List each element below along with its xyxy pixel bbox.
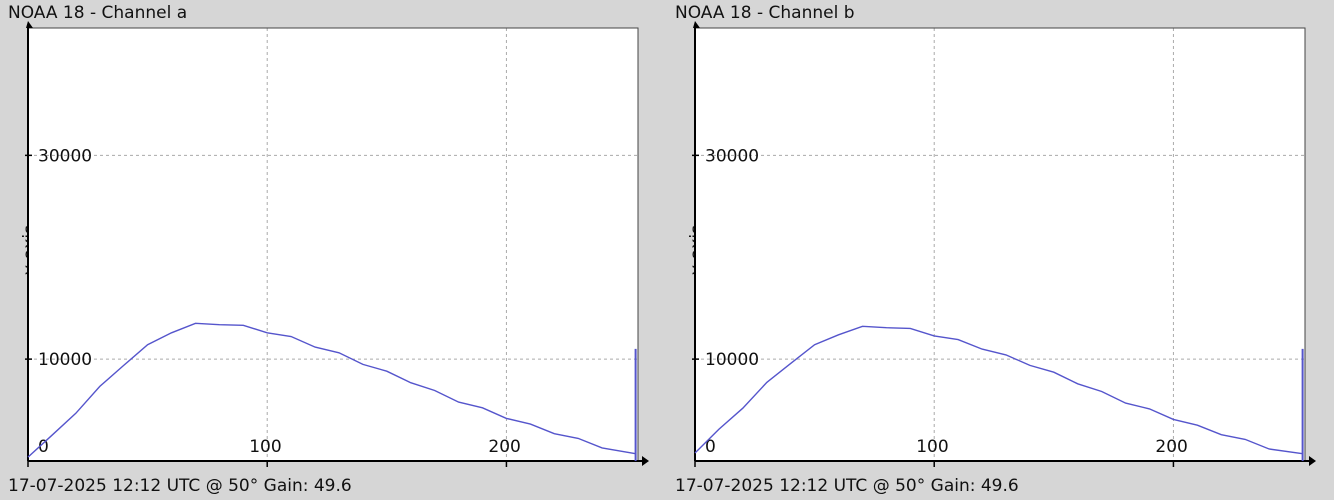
chart-title: NOAA 18 - Channel a	[8, 3, 188, 23]
chart-footer: 17-07-2025 12:12 UTC @ 50° Gain: 49.6	[675, 476, 1019, 496]
x-tick-label: 0	[705, 437, 716, 457]
x-axis-arrow	[642, 456, 649, 466]
plot-area	[28, 28, 638, 461]
y-tick-label: 10000	[705, 350, 759, 370]
chart-plot: 0 100 200 10000 30000	[25, 21, 649, 467]
x-tick-label: 200	[488, 437, 520, 457]
x-tick-label: 0	[38, 437, 49, 457]
y-tick-label: 30000	[705, 146, 759, 166]
x-axis-arrow	[1309, 456, 1316, 466]
plot-area	[695, 28, 1305, 461]
chart-title: NOAA 18 - Channel b	[675, 3, 855, 23]
x-tick-label: 200	[1155, 437, 1187, 457]
chart-plot: 0 100 200 10000 30000	[692, 21, 1316, 467]
series-line	[27, 322, 636, 458]
series-line	[694, 325, 1303, 455]
chart-panel-channel-b: NOAA 18 - Channel b y-axis 0100200100003…	[667, 0, 1334, 500]
x-tick-label: 100	[916, 437, 948, 457]
x-tick-label: 100	[249, 437, 281, 457]
y-axis-arrow	[693, 21, 700, 28]
chart-footer: 17-07-2025 12:12 UTC @ 50° Gain: 49.6	[8, 476, 352, 496]
chart-panel-channel-a: NOAA 18 - Channel a y-axis 0100200100003…	[8, 3, 649, 496]
y-tick-label: 10000	[38, 350, 92, 370]
y-axis-arrow	[26, 21, 33, 28]
y-tick-label: 30000	[38, 146, 92, 166]
